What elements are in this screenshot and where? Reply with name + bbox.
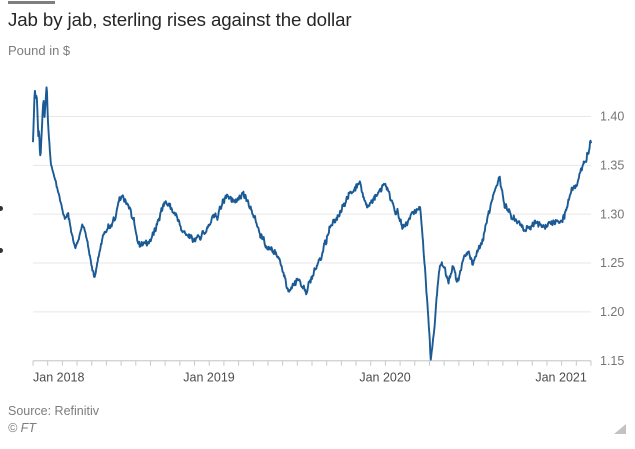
svg-text:1.40: 1.40: [600, 110, 624, 124]
svg-text:Jan 2018: Jan 2018: [33, 371, 84, 385]
svg-text:1.30: 1.30: [600, 207, 624, 221]
svg-text:1.15: 1.15: [600, 354, 624, 368]
svg-text:Jan 2020: Jan 2020: [359, 371, 410, 385]
svg-text:Jan 2021: Jan 2021: [535, 371, 586, 385]
svg-text:1.20: 1.20: [600, 305, 624, 319]
svg-text:Jan 2019: Jan 2019: [183, 371, 234, 385]
svg-text:1.25: 1.25: [600, 256, 624, 270]
svg-text:1.35: 1.35: [600, 159, 624, 173]
